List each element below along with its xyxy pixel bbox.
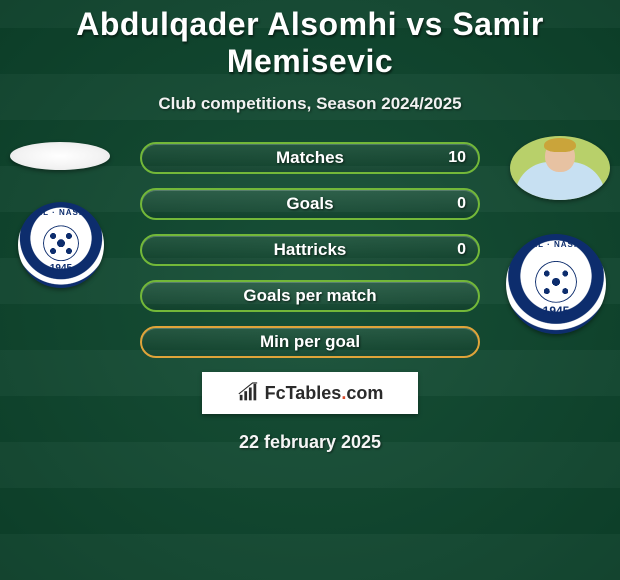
stat-label: Goals: [142, 190, 478, 218]
club-right-year: 1945: [506, 304, 606, 318]
comparison-arena: AL · NASR 1945 AL · NASR 1945 Matches10 G…: [0, 142, 620, 453]
page-subtitle: Club competitions, Season 2024/2025: [0, 94, 620, 114]
stat-label: Hattricks: [142, 236, 478, 264]
stat-bars: Matches10Goals0Hattricks0Goals per match…: [140, 142, 480, 358]
brand-text: FcTables.com: [265, 383, 384, 404]
stat-value-right: 0: [457, 190, 466, 218]
player-right-portrait: [510, 136, 610, 200]
player-left-portrait: [10, 142, 110, 170]
brand-name: FcTables: [265, 383, 342, 403]
stat-label: Matches: [142, 144, 478, 172]
club-right-logo: AL · NASR 1945: [506, 234, 606, 334]
chart-icon: [237, 382, 259, 404]
stat-value-right: 0: [457, 236, 466, 264]
date-text: 22 february 2025: [0, 432, 620, 453]
stat-value-right: 10: [448, 144, 466, 172]
club-left-year: 1945: [18, 263, 104, 274]
page-title: Abdulqader Alsomhi vs Samir Memisevic: [0, 0, 620, 80]
stat-label: Min per goal: [142, 328, 478, 356]
stat-label: Goals per match: [142, 282, 478, 310]
stat-bar: Hattricks0: [140, 234, 480, 266]
brand-box: FcTables.com: [202, 372, 418, 414]
stat-bar: Goals0: [140, 188, 480, 220]
stat-bar: Goals per match: [140, 280, 480, 312]
stat-bar: Min per goal: [140, 326, 480, 358]
stat-bar: Matches10: [140, 142, 480, 174]
club-left-logo: AL · NASR 1945: [18, 202, 104, 288]
